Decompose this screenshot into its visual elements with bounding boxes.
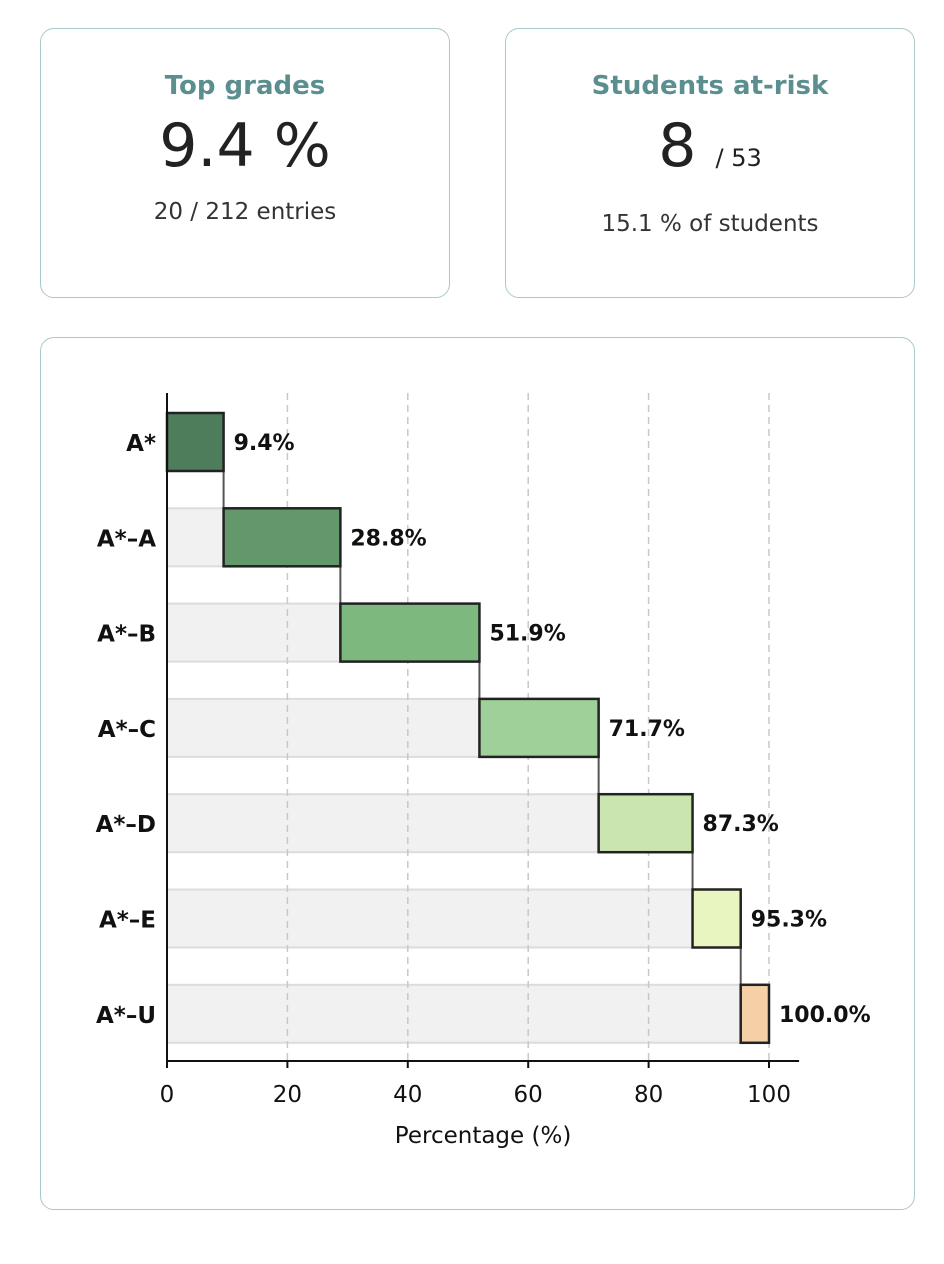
bar [691, 888, 742, 949]
card-subtitle: 20 / 212 entries [153, 199, 337, 225]
cumulative-grades-chart: 9.4% A* 28.8% A*–A 51.9% A*–B 71.7% A*–C 87.3% A*… [96, 393, 871, 1149]
data-label: 100.0% [779, 1003, 871, 1028]
x-tick-label: 40 [393, 1082, 422, 1108]
students-at-risk-card: Students at-risk 8 / 53 15.1 % of studen… [505, 28, 915, 298]
data-label: 51.9% [489, 622, 565, 647]
data-label: 95.3% [751, 908, 827, 933]
category-label: A*–B [97, 622, 156, 648]
bar [739, 983, 771, 1045]
background-bar [166, 888, 694, 949]
bar [597, 792, 694, 854]
category-label: A*–U [96, 1003, 156, 1029]
background-bar [166, 793, 600, 854]
category-label: A* [126, 431, 156, 457]
card-value: 9.4 % [159, 111, 331, 181]
top-grades-card: Top grades 9.4 % 20 / 212 entries [40, 28, 450, 298]
bar [165, 411, 225, 473]
card-subtitle: 15.1 % of students [601, 211, 819, 237]
background-bar [166, 507, 225, 568]
category-label: A*–D [96, 812, 156, 838]
data-label: 9.4% [234, 431, 295, 456]
x-tick-label: 0 [160, 1082, 175, 1108]
card-value: 8 / 53 [658, 111, 762, 181]
background-bar [166, 602, 342, 663]
category-label: A*–C [98, 717, 156, 743]
data-label: 87.3% [703, 812, 779, 837]
data-label: 28.8% [350, 526, 426, 551]
bar [339, 602, 481, 663]
background-bar [166, 983, 742, 1044]
x-tick-label: 100 [747, 1082, 791, 1108]
card-title: Students at-risk [591, 71, 829, 101]
chart-card: 9.4% A* 28.8% A*–A 51.9% A*–B 71.7% A*–C 87.3% A*… [40, 337, 915, 1210]
data-label: 71.7% [609, 717, 685, 742]
category-label: A*–E [99, 908, 156, 934]
x-axis-label: Percentage (%) [395, 1123, 572, 1149]
category-label: A*–A [97, 526, 156, 552]
x-tick-label: 60 [514, 1082, 543, 1108]
x-tick-label: 20 [273, 1082, 302, 1108]
x-tick-label: 80 [634, 1082, 663, 1108]
background-bar [166, 697, 481, 758]
bar [478, 697, 600, 759]
bar [222, 507, 342, 568]
card-title: Top grades [164, 71, 326, 101]
